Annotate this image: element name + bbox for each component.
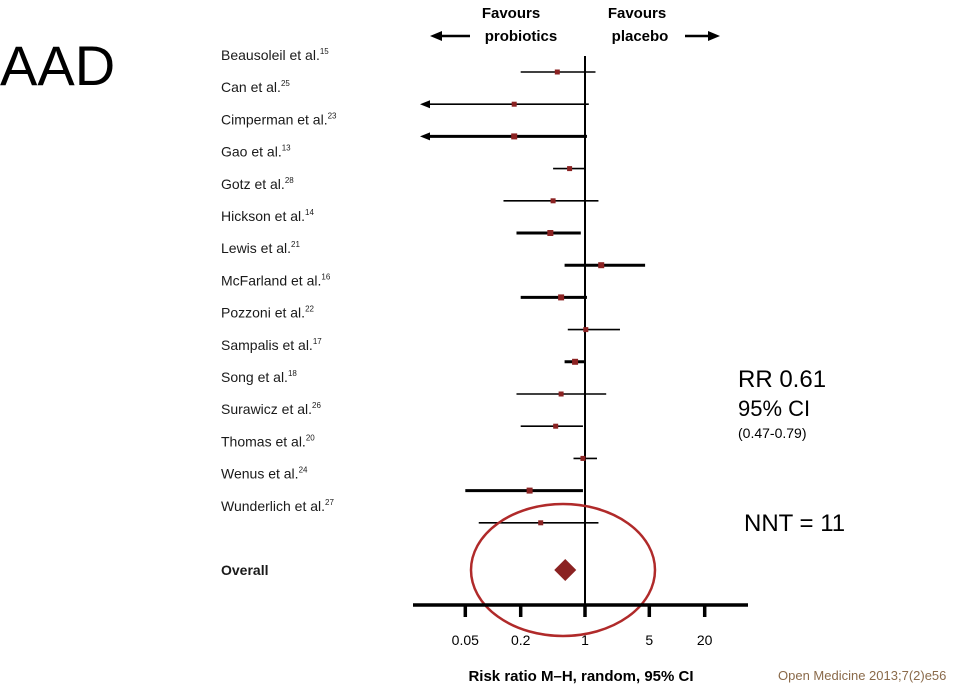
header-right-line2: placebo — [612, 28, 669, 45]
nnt-text: NNT = 11 — [744, 510, 846, 537]
study-label: Lewis et al.21 — [221, 240, 300, 256]
point-estimate — [583, 327, 589, 333]
ci-label: 95% CI — [738, 396, 811, 421]
study-label: Wunderlich et al.27 — [221, 498, 334, 514]
point-estimate — [553, 423, 559, 429]
point-estimate — [511, 101, 517, 107]
study-label: Pozzoni et al.22 — [221, 305, 315, 321]
slide-title: AAD — [0, 34, 116, 97]
point-estimate — [572, 358, 579, 365]
study-label: Surawicz et al.26 — [221, 401, 321, 417]
x-tick-label: 5 — [645, 632, 653, 648]
left-arrow-head — [430, 31, 442, 41]
point-estimate — [558, 391, 564, 397]
point-estimate — [580, 455, 586, 461]
ci-arrow — [420, 100, 430, 109]
ci-arrow — [420, 132, 430, 141]
point-estimate — [511, 133, 518, 140]
study-label: Beausoleil et al.15 — [221, 47, 329, 63]
x-tick-label: 20 — [697, 632, 713, 648]
point-estimate — [554, 69, 560, 75]
header-right-line1: Favours — [608, 5, 666, 22]
study-label: Cimperman et al.23 — [221, 111, 337, 127]
study-label: Song et al.18 — [221, 369, 297, 385]
study-label: Gao et al.13 — [221, 144, 291, 160]
header-left-line2: probiotics — [485, 28, 558, 45]
overall-diamond — [554, 559, 577, 581]
point-estimate — [526, 487, 533, 494]
citation: Open Medicine 2013;7(2)e56 — [778, 668, 947, 683]
x-axis-label: Risk ratio M–H, random, 95% CI — [468, 668, 693, 685]
point-estimate — [538, 520, 544, 526]
header-left-line1: Favours — [482, 5, 540, 22]
point-estimate — [558, 294, 565, 301]
study-label: Wenus et al.24 — [221, 466, 308, 482]
x-tick-label: 0.05 — [452, 632, 479, 648]
study-label: Hickson et al.14 — [221, 208, 314, 224]
study-label: McFarland et al.16 — [221, 272, 331, 288]
x-tick-label: 0.2 — [511, 632, 531, 648]
x-tick-label: 1 — [581, 632, 589, 648]
highlight-circle — [469, 502, 657, 638]
overall-label: Overall — [221, 562, 268, 578]
right-arrow-head — [708, 31, 720, 41]
ci-range: (0.47-0.79) — [738, 425, 807, 441]
point-estimate — [567, 166, 573, 172]
point-estimate — [550, 198, 556, 204]
point-estimate — [547, 230, 554, 236]
risk-ratio-text: RR 0.61 — [738, 366, 827, 393]
point-estimate — [598, 262, 605, 269]
study-label: Gotz et al.28 — [221, 176, 294, 192]
study-label: Can et al.25 — [221, 79, 290, 95]
study-label: Sampalis et al.17 — [221, 337, 322, 353]
study-label: Thomas et al.20 — [221, 433, 315, 449]
